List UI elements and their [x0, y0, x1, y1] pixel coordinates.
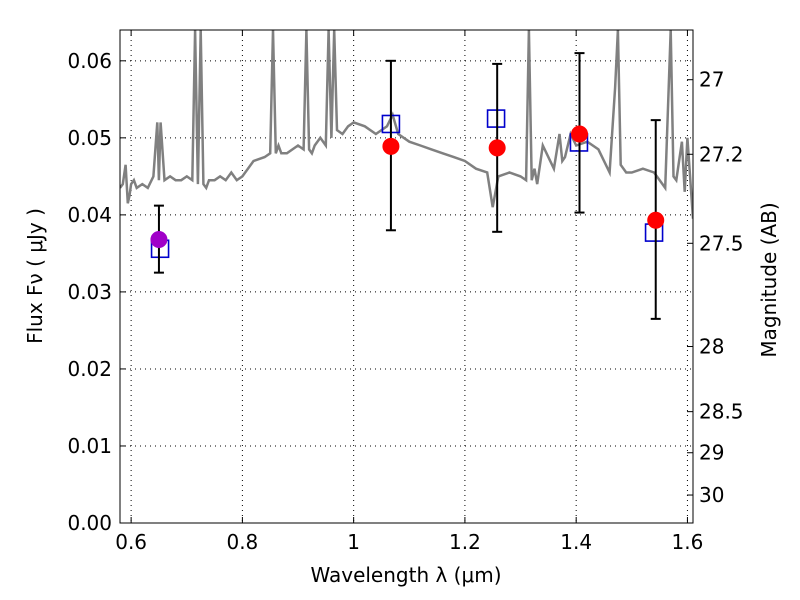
- observed-flux-point: [571, 125, 589, 143]
- y-tick-label: 0.06: [67, 49, 112, 73]
- x-tick-label: 1.2: [449, 530, 481, 554]
- x-tick-label: 1.6: [672, 530, 704, 554]
- plot-area: [120, 30, 693, 320]
- y-tick-label: 0.04: [67, 203, 112, 227]
- mag-tick-label: 27.5: [699, 231, 744, 255]
- mag-tick-label: 28.5: [699, 400, 744, 424]
- mag-tick-label: 27: [699, 68, 724, 92]
- model-photometry-square: [486, 109, 506, 128]
- mag-tick-label: 28: [699, 335, 724, 359]
- y-tick-label: 0.03: [67, 280, 112, 304]
- x-tick-label: 1: [347, 530, 360, 554]
- observed-flux-point: [150, 231, 168, 249]
- observed-flux-point: [488, 139, 506, 157]
- observed-flux-point: [647, 211, 665, 229]
- x-axis-label: Wavelength λ (μm): [310, 563, 501, 587]
- model-spectrum-line: [120, 30, 693, 219]
- mag-tick-label: 27.2: [699, 142, 744, 166]
- y-axis-label: Flux Fν ( μJy ): [23, 208, 47, 344]
- x-tick-label: 1.4: [560, 530, 592, 554]
- mag-tick-label: 29: [699, 441, 724, 465]
- axes-frame: [119, 29, 694, 524]
- x-tick-label: 0.8: [226, 530, 258, 554]
- mag-tick-label: 30: [699, 483, 724, 507]
- y2-axis-label: Magnitude (AB): [757, 202, 781, 357]
- grid: [120, 30, 693, 524]
- y-tick-label: 0.00: [67, 511, 112, 535]
- y-tick-label: 0.01: [67, 434, 112, 458]
- y-tick-label: 0.02: [67, 357, 112, 381]
- y-tick-label: 0.05: [67, 126, 112, 150]
- ticks: 0.6 0.8 1 1.2 1.4 1.6 0.00 0.01 0.02 0.03 0.04 0.05…: [67, 30, 744, 554]
- x-tick-label: 0.6: [115, 530, 147, 554]
- observed-flux-point: [382, 137, 400, 155]
